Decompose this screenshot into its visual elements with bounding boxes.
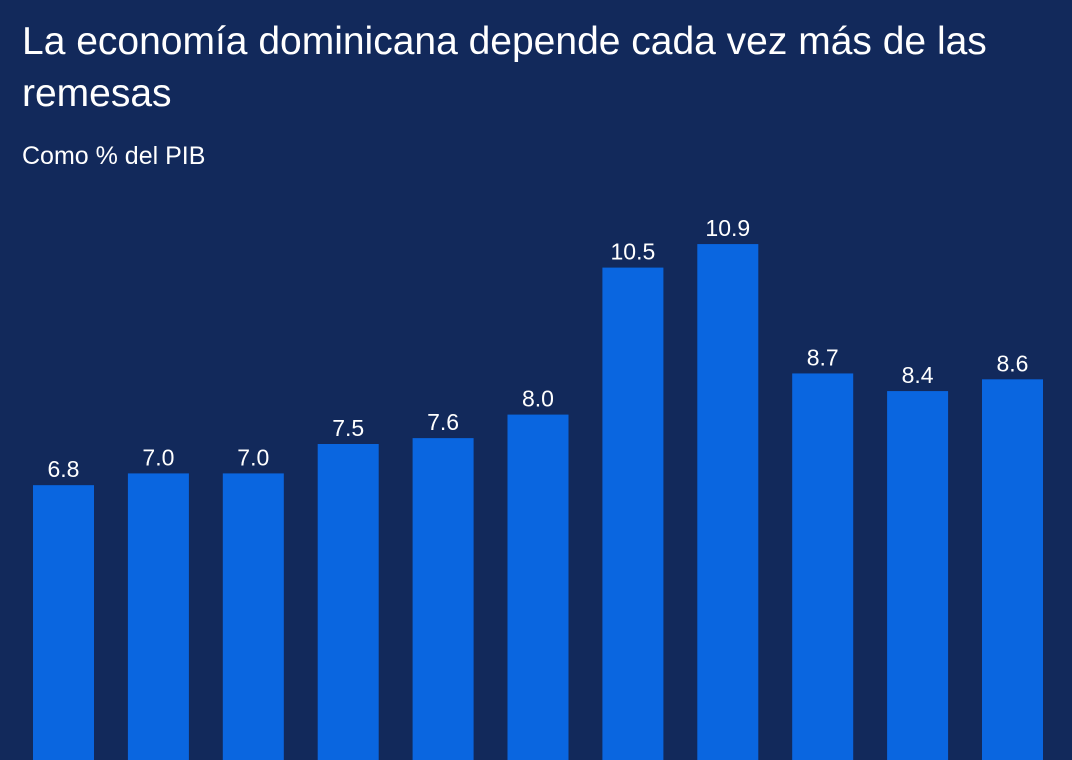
bar	[222, 473, 284, 760]
chart-title: La economía dominicana depende cada vez …	[22, 20, 987, 115]
bar	[887, 391, 949, 760]
data-label: 8.7	[807, 344, 839, 370]
data-label: 8.6	[997, 350, 1029, 376]
bar	[697, 244, 759, 760]
data-label: 10.5	[611, 239, 656, 265]
bar	[127, 473, 189, 760]
data-label: 8.0	[522, 386, 554, 412]
bar	[33, 485, 94, 760]
data-label: 7.5	[332, 415, 364, 441]
data-label: 6.8	[48, 456, 80, 482]
data-label: 7.6	[427, 409, 459, 435]
data-label: 8.4	[902, 362, 934, 388]
bar	[317, 444, 379, 760]
bar	[412, 438, 474, 760]
bar	[507, 414, 569, 760]
data-label: 7.0	[237, 444, 269, 470]
bar	[602, 267, 664, 760]
chart-subtitle: Como % del PIB	[22, 142, 206, 170]
bar	[792, 373, 854, 760]
data-label: 10.9	[705, 215, 750, 241]
bar	[982, 379, 1043, 760]
data-label: 7.0	[142, 444, 174, 470]
